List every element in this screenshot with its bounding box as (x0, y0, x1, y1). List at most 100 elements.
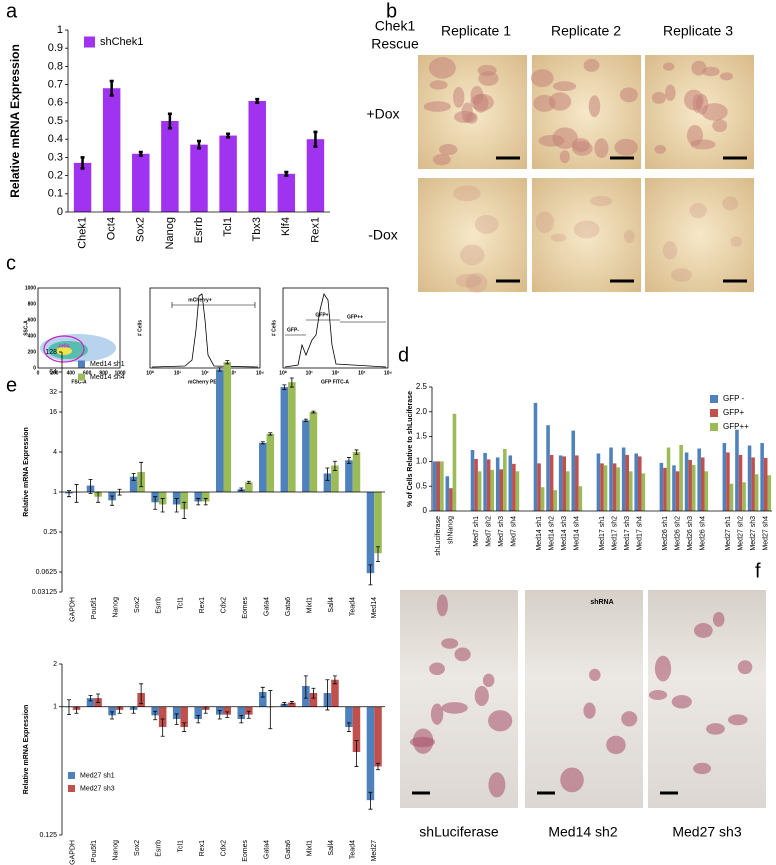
bar (546, 425, 550, 511)
x-tick-label: Esrrb (156, 840, 163, 857)
bar (288, 382, 296, 492)
colony (665, 84, 676, 101)
legend-swatch (68, 785, 75, 792)
bar (575, 455, 579, 511)
colony (441, 702, 468, 714)
x-tick-label: Tead4 (350, 597, 357, 616)
y-tick-label: 600 (28, 317, 37, 323)
colony (552, 81, 577, 92)
colony (428, 57, 456, 79)
y-tick-label: 0.6 (48, 97, 63, 109)
error-bar (66, 699, 71, 716)
x-tick-label: 800 (99, 370, 108, 376)
bar (562, 456, 567, 511)
x-tick-label: 600 (83, 370, 92, 376)
colony (441, 638, 459, 649)
x-tick-label: Med17 sh3 (624, 516, 631, 551)
y-tick-label: 1 (57, 24, 63, 36)
bar (747, 445, 752, 511)
legend-swatch (710, 409, 718, 417)
bar (760, 443, 764, 511)
bar (331, 465, 339, 492)
error-bar (225, 711, 230, 718)
colony (583, 58, 600, 72)
error-bar (303, 418, 308, 422)
bar (445, 476, 450, 511)
colony (589, 668, 601, 682)
x-tick-label: 10² (201, 370, 209, 376)
x-tick-label: 10⁴ (256, 370, 265, 376)
gate (171, 302, 256, 308)
error-bar (160, 718, 165, 737)
colony (478, 71, 499, 86)
error-bar (255, 97, 260, 105)
bar (108, 706, 116, 716)
bar (440, 461, 444, 511)
error-bar (203, 498, 208, 506)
colony (621, 711, 638, 727)
panel-letter: b (386, 0, 397, 22)
legend-swatch (78, 373, 85, 381)
bar (449, 488, 453, 511)
bar (129, 476, 138, 492)
colony (619, 87, 638, 103)
bar (248, 100, 266, 212)
x-tick-label: Med17 sh2 (611, 516, 618, 551)
panel-letter: c (6, 252, 16, 274)
colony (454, 647, 471, 662)
legend-label: GFP - (723, 394, 745, 403)
bar (726, 452, 730, 511)
bar (751, 457, 755, 511)
x-tick-label: shNanog (448, 516, 455, 544)
colony (654, 655, 672, 682)
histogram-curve (284, 293, 387, 368)
bar (503, 449, 507, 511)
bar (132, 153, 150, 212)
column-label: Replicate 1 (441, 23, 511, 39)
axis-label: GFP FITC-A (321, 379, 349, 385)
bar (432, 461, 437, 511)
error-bar (368, 564, 373, 586)
bar (190, 144, 208, 212)
legend-label: Med14 sh1 (90, 361, 125, 368)
y-tick-label: 16 (49, 409, 57, 416)
bar (302, 420, 310, 492)
bar (625, 454, 629, 511)
error-bar (239, 487, 244, 491)
legend-label: GFP+ (723, 408, 744, 417)
error-bar (196, 714, 201, 724)
error-bar (197, 139, 201, 150)
colony (550, 233, 567, 242)
legend-swatch (710, 395, 718, 403)
bar (578, 486, 583, 511)
bar (512, 463, 516, 511)
gate (285, 319, 386, 336)
colony (538, 134, 565, 147)
error-bar (246, 710, 251, 719)
image-caption: Med27 sh3 (672, 824, 741, 840)
x-tick-label: Med26 sh2 (674, 516, 681, 551)
bar (641, 473, 646, 511)
error-bar (225, 360, 230, 365)
bar (180, 492, 188, 510)
y-tick-label: 2.5 (416, 382, 428, 391)
gate-label: cells (58, 343, 69, 349)
colony (530, 69, 554, 88)
colony (701, 103, 728, 121)
flow-plots: cells SSC-A FSC-A mCherry+ # Cells mCher… (23, 287, 389, 385)
gate-label: mCherry+ (188, 297, 212, 303)
error-bar (153, 496, 158, 510)
bar (659, 462, 664, 511)
axis-label: SSC-A (23, 320, 29, 336)
colony (559, 150, 570, 164)
x-axis-label: shRNA (590, 599, 613, 606)
legend-label: GFP++ (723, 422, 749, 431)
bar (700, 457, 705, 511)
bar (259, 442, 267, 492)
x-tick-label: Nanog (164, 217, 176, 249)
error-bar (325, 467, 330, 481)
colony (452, 86, 465, 108)
legend-swatch (84, 36, 95, 48)
panel-b-title: Chek1 (375, 18, 416, 34)
colony (438, 143, 458, 156)
